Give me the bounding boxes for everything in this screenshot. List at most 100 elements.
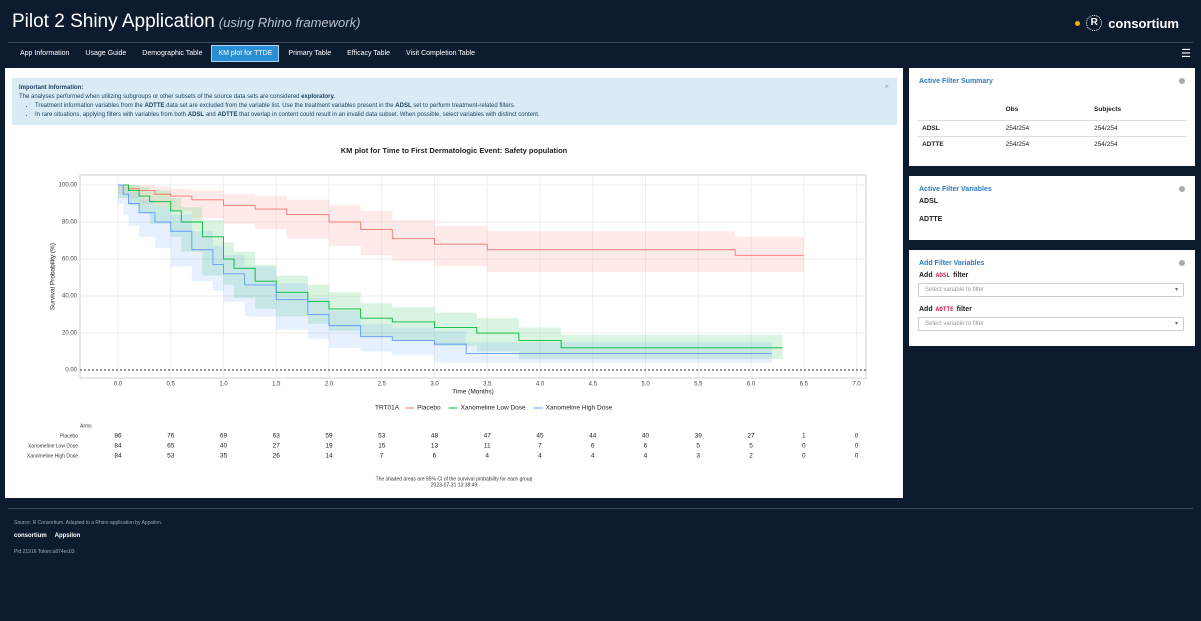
panel-title: Add Filter Variables	[919, 260, 985, 267]
add-filter-panel: Add Filter Variables Add ADSL filter Select…	[909, 250, 1195, 346]
footer-pid: Pid:21916 Token:a874ec03	[14, 549, 75, 555]
risk-count: 48	[431, 433, 439, 440]
risk-count: 6	[433, 453, 437, 460]
variable-item: ADTTE	[919, 216, 943, 223]
risk-count: 47	[484, 433, 492, 440]
panel-title: Active Filter Variables	[919, 186, 992, 193]
legend-label: Xanomeline High Dose	[546, 405, 613, 412]
risk-count: 4	[591, 453, 595, 460]
info-list: Treatment information variables from the…	[19, 102, 891, 120]
filter-label-part: ADSL	[935, 272, 951, 279]
risk-count: 65	[167, 443, 175, 450]
risk-count: 27	[273, 443, 281, 450]
info-text: and	[204, 112, 218, 118]
risk-row-label: Placebo	[60, 433, 78, 439]
filter-select[interactable]: Select variable to filter	[918, 283, 1184, 297]
x-tick-label: 2.0	[325, 382, 334, 388]
nav-tab[interactable]: Visit Completion Table	[406, 50, 476, 57]
risk-count: 39	[695, 433, 703, 440]
risk-count: 0	[855, 453, 859, 460]
info-text: ADTTE	[144, 103, 165, 109]
table-cell: 254/254	[1089, 136, 1187, 152]
logo-text: consortium	[1108, 15, 1179, 31]
header-cell: Obs	[1005, 106, 1019, 113]
x-tick-label: 4.0	[536, 382, 545, 388]
risk-count: 26	[273, 453, 281, 460]
confidence-band	[117, 184, 804, 272]
close-button[interactable]: ×	[884, 82, 889, 91]
x-tick-label: 3.0	[430, 382, 439, 388]
risk-count: 5	[696, 443, 700, 450]
info-bullet: Treatment information variables from the…	[35, 102, 891, 111]
km-curve	[117, 184, 783, 349]
nav-tab[interactable]: App Information	[20, 50, 70, 57]
risk-count: 86	[114, 433, 122, 440]
info-title: Important Information:	[19, 85, 84, 91]
y-tick-label: 80.00	[62, 220, 78, 226]
risk-count: 35	[220, 453, 228, 460]
risk-count: 59	[325, 433, 333, 440]
risk-count: 53	[167, 453, 175, 460]
risk-count: 3	[696, 453, 700, 460]
table-cell: 254/254	[1000, 136, 1090, 152]
risk-count: 14	[325, 453, 333, 460]
info-text: The analyses performed when utilizing su…	[19, 94, 302, 100]
x-tick-label: 1.0	[219, 382, 228, 388]
nav-tab[interactable]: Usage Guide	[85, 50, 127, 57]
panel-title: Active Filter Summary	[919, 78, 993, 85]
risk-count: 63	[273, 433, 281, 440]
info-bullet: In rare situations, applying filters wit…	[35, 111, 891, 120]
risk-count: 27	[747, 433, 755, 440]
legend-label: Placebo	[417, 405, 441, 412]
nav-tab[interactable]: Demographic Table	[142, 50, 203, 57]
info-text: ADSL	[187, 112, 205, 118]
legend-label: Xanomeline Low Dose	[461, 405, 526, 412]
caption: 2023-07-31 13:38:49	[431, 482, 478, 488]
info-text: exploratory.	[301, 94, 336, 100]
summary-table: Obs Subjects ADSL 254/254 254/254 ADTTE 254/25…	[917, 102, 1187, 152]
filter-label-part: Add	[919, 272, 933, 279]
risk-count: 15	[378, 443, 386, 450]
nav-tab[interactable]: Efficacy Table	[347, 50, 391, 57]
confidence-band	[117, 184, 773, 363]
info-text: ADSL	[395, 103, 412, 109]
filter-label: Add ADTTE filter	[919, 306, 975, 313]
x-tick-label: 6.0	[747, 382, 756, 388]
x-axis-label: Time (Months)	[452, 389, 494, 396]
risk-count: 0	[802, 453, 806, 460]
filter-label: Add ADSL filter	[919, 272, 971, 279]
risk-count: 40	[642, 433, 650, 440]
filter-variables-panel: Active Filter Variables ADSL ADTTE	[909, 176, 1195, 240]
x-tick-label: 2.5	[378, 382, 387, 388]
menu-button[interactable]: ☰	[1181, 48, 1191, 60]
risk-count: 6	[644, 443, 648, 450]
risk-count: 0	[802, 443, 806, 450]
info-text: In rare situations, applying filters wit…	[35, 112, 188, 118]
info-text: that overlap in content could result in …	[237, 112, 540, 118]
x-tick-label: 5.0	[641, 382, 650, 388]
risk-count: 2	[749, 453, 753, 460]
filter-label-part: filter	[956, 306, 972, 313]
info-text: data set are excluded from the variable …	[164, 103, 396, 109]
info-text: set to perform treatment-related filters…	[411, 103, 516, 109]
risk-count: 40	[220, 443, 228, 450]
caption: The shaded areas are 95% CI of the survi…	[376, 476, 533, 482]
legend-title: TRT01A	[375, 405, 400, 412]
filter-summary-panel: Active Filter Summary Obs Subjects ADSL 254…	[909, 68, 1195, 166]
risk-count: 4	[538, 453, 542, 460]
risk-count: 11	[484, 443, 491, 450]
subtitle: (using Rhino framework)	[218, 15, 361, 30]
filter-select[interactable]: Select variable to filter	[918, 317, 1184, 331]
x-tick-label: 5.5	[694, 382, 703, 388]
x-tick-label: 0.5	[167, 382, 176, 388]
x-tick-label: 7.0	[852, 382, 861, 388]
nav-tab[interactable]: Primary Table	[288, 50, 332, 57]
risk-count: 4	[485, 453, 489, 460]
table-cell: 254/254	[1000, 120, 1090, 137]
variable-item: ADSL	[919, 198, 939, 205]
nav-tab[interactable]: KM plot for TTDE	[211, 45, 280, 62]
risk-count: 76	[167, 433, 175, 440]
app-title: Pilot 2 Shiny Application (using Rhino fr…	[12, 11, 360, 33]
